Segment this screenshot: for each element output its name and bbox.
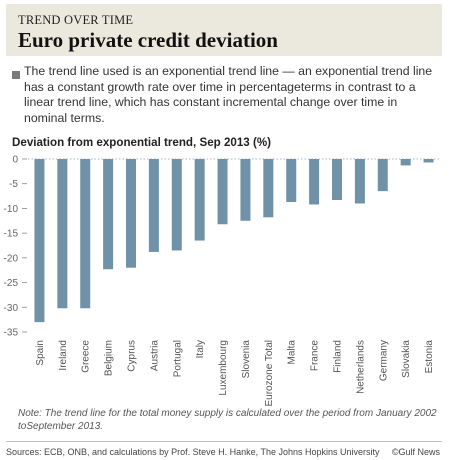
- y-tick-label: -25: [4, 278, 19, 289]
- category-label: Spain: [35, 340, 46, 366]
- divider: [6, 441, 442, 442]
- bar: [171, 159, 182, 251]
- category-label: Ireland: [58, 340, 69, 371]
- category-label: Greece: [81, 340, 92, 373]
- header-panel: TREND OVER TIME Euro private credit devi…: [6, 4, 442, 56]
- category-label: Eurozone Total: [264, 340, 275, 406]
- bar-chart: 0 -5 -10 -15 -20 -25 -30 -35 Spain Ireland Greece B…: [4, 155, 440, 406]
- bar: [400, 159, 411, 166]
- bar: [126, 159, 136, 268]
- footnote: Note: The trend line for the total money…: [18, 408, 437, 432]
- bar: [423, 159, 434, 163]
- bar: [57, 159, 68, 309]
- bar: [103, 159, 114, 270]
- brand-credit: ©Gulf News: [391, 447, 440, 457]
- y-tick-label: 0: [12, 155, 18, 166]
- y-tick-label: -10: [4, 204, 19, 215]
- description: The trend line used is an exponential tr…: [24, 64, 433, 125]
- y-tick-label: -20: [4, 253, 19, 264]
- kicker: TREND OVER TIME: [18, 13, 134, 27]
- y-tick-label: -35: [4, 328, 19, 339]
- y-tick-label: -5: [9, 179, 18, 190]
- bar: [34, 159, 45, 323]
- category-label: Netherlands: [355, 340, 366, 394]
- category-label: Cyprus: [127, 340, 138, 372]
- bar: [217, 159, 228, 225]
- bar: [240, 159, 251, 221]
- category-label: Germany: [378, 340, 389, 381]
- bar: [377, 159, 388, 192]
- category-label: Estonia: [424, 340, 435, 374]
- chart-title: Deviation from exponential trend, Sep 20…: [12, 136, 271, 149]
- headline: Euro private credit deviation: [18, 28, 278, 52]
- category-label: Portugal: [172, 340, 183, 377]
- y-tick-label: -30: [4, 303, 19, 314]
- bar: [263, 159, 274, 218]
- bar: [148, 159, 159, 252]
- bar: [80, 159, 91, 309]
- bar: [332, 159, 342, 201]
- bar: [309, 159, 320, 205]
- bar: [286, 159, 297, 203]
- bar: [354, 159, 365, 204]
- bullet-square-icon: [12, 71, 20, 79]
- bar: [194, 159, 205, 241]
- category-label: Belgium: [104, 340, 115, 376]
- category-label: Finland: [333, 340, 344, 373]
- category-label: Luxembourg: [218, 340, 229, 396]
- source-credit: Sources: ECB, ONB, and calculations by P…: [6, 447, 380, 457]
- category-label: Slovakia: [401, 340, 412, 378]
- category-label: France: [310, 340, 321, 372]
- category-label: Italy: [195, 340, 206, 358]
- category-label: Malta: [287, 340, 298, 365]
- category-label: Slovenia: [241, 340, 252, 379]
- y-tick-label: -15: [4, 229, 19, 240]
- category-label: Austria: [149, 340, 160, 372]
